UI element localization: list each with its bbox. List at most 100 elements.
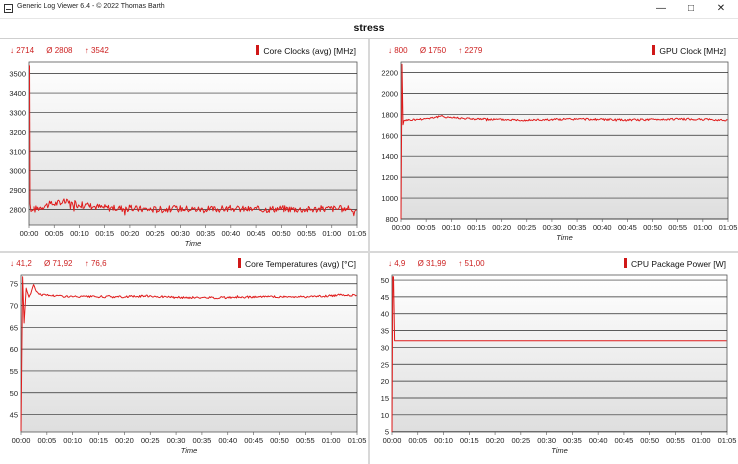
y-tick-label: 800 [385, 215, 398, 224]
x-tick-label: 00:10 [63, 436, 82, 445]
x-tick-label: 00:15 [89, 436, 108, 445]
y-tick-label: 45 [381, 293, 389, 302]
y-tick-label: 1400 [381, 152, 398, 161]
y-tick-label: 3100 [9, 147, 26, 156]
y-tick-label: 3500 [9, 70, 26, 79]
legend-swatch [256, 45, 260, 55]
x-tick-label: 00:50 [643, 223, 662, 232]
x-axis-label: Time [556, 233, 573, 242]
chart-panel-gpu-clock: ↓ 800 Ø 1750 ↑ 2279 GPU Clock [MHz] 800 1… [370, 40, 738, 251]
x-tick-label: 00:20 [492, 223, 511, 232]
x-tick-label: 01:05 [719, 223, 738, 232]
x-tick-label: 00:25 [141, 436, 160, 445]
plot-area [20, 274, 358, 433]
x-tick-label: 01:00 [322, 229, 341, 238]
stat-max: ↑ 51,00 [458, 259, 485, 268]
x-tick-label: 00:05 [408, 436, 427, 445]
x-tick-label: 00:20 [121, 229, 140, 238]
app-icon [4, 4, 13, 13]
x-tick-label: 00:50 [272, 229, 291, 238]
x-tick-label: 00:40 [218, 436, 237, 445]
y-tick-label: 1800 [381, 110, 398, 119]
x-tick-label: 00:25 [511, 436, 530, 445]
x-tick-label: 00:10 [70, 229, 89, 238]
y-tick-label: 1200 [381, 173, 398, 182]
y-tick-label: 2200 [381, 68, 398, 77]
x-tick-label: 00:15 [467, 223, 486, 232]
y-tick-label: 60 [10, 345, 18, 354]
plot-area [391, 274, 728, 433]
stats-row: ↓ 800 Ø 1750 ↑ 2279 [388, 46, 492, 55]
x-tick-label: 00:55 [297, 229, 316, 238]
series-line [20, 276, 357, 432]
stats-row: ↓ 41,2 Ø 71,92 ↑ 76,6 [10, 259, 117, 268]
x-tick-label: 00:25 [146, 229, 165, 238]
plot-area [28, 61, 358, 226]
chart-title: Core Temperatures (avg) [°C] [238, 258, 356, 269]
chart-title: GPU Clock [MHz] [652, 45, 726, 56]
x-tick-label: 00:45 [247, 229, 266, 238]
y-tick-label: 55 [10, 367, 18, 376]
page-title: stress [0, 18, 738, 39]
y-tick-label: 30 [381, 343, 389, 352]
x-tick-label: 01:05 [718, 436, 737, 445]
chart-panel-cpu-package-power: ↓ 4,9 Ø 31,99 ↑ 51,00 CPU Package Power … [370, 253, 738, 464]
x-tick-label: 00:00 [12, 436, 31, 445]
stat-avg: Ø 71,92 [44, 259, 73, 268]
y-tick-label: 75 [10, 280, 18, 289]
panel-divider-horizontal [0, 251, 738, 253]
x-tick-label: 00:10 [442, 223, 461, 232]
y-tick-label: 1600 [381, 131, 398, 140]
x-tick-label: 00:40 [593, 223, 612, 232]
x-tick-label: 00:20 [486, 436, 505, 445]
y-tick-label: 50 [381, 276, 389, 285]
x-axis-label: Time [185, 239, 202, 248]
y-tick-label: 20 [381, 377, 389, 386]
x-tick-label: 00:35 [193, 436, 212, 445]
x-tick-label: 00:45 [244, 436, 263, 445]
chart-title: CPU Package Power [W] [624, 258, 726, 269]
x-tick-label: 00:05 [417, 223, 436, 232]
x-axis-label: Time [551, 446, 568, 455]
y-tick-label: 70 [10, 302, 18, 311]
x-tick-label: 01:05 [348, 436, 367, 445]
chart-title-text: Core Temperatures (avg) [°C] [245, 259, 356, 269]
x-tick-label: 00:35 [568, 223, 587, 232]
chart-gpu-clock: 800 1000 1200 1400 1600 1800 2000 2200 00:00 00:0… [381, 61, 738, 242]
stats-row: ↓ 4,9 Ø 31,99 ↑ 51,00 [388, 259, 495, 268]
minimize-button[interactable]: — [656, 3, 666, 14]
x-tick-label: 01:00 [692, 436, 711, 445]
x-tick-label: 00:05 [45, 229, 64, 238]
x-tick-label: 00:30 [543, 223, 562, 232]
x-tick-label: 00:50 [640, 436, 659, 445]
x-tick-label: 00:00 [20, 229, 39, 238]
x-tick-label: 00:00 [392, 223, 411, 232]
y-tick-label: 1000 [381, 194, 398, 203]
x-tick-label: 00:30 [167, 436, 186, 445]
series-line [400, 63, 728, 220]
y-tick-label: 65 [10, 323, 18, 332]
x-tick-label: 01:00 [322, 436, 341, 445]
x-axis-label: Time [181, 446, 198, 455]
x-tick-label: 00:55 [668, 223, 687, 232]
x-tick-label: 00:05 [37, 436, 56, 445]
series-line [28, 65, 357, 217]
stat-min: ↓ 2714 [10, 46, 35, 55]
chart-title-text: GPU Clock [MHz] [659, 46, 726, 56]
y-tick-label: 3200 [9, 128, 26, 137]
y-tick-label: 45 [10, 411, 18, 420]
close-button[interactable]: ✕ [716, 3, 726, 14]
y-tick-label: 35 [381, 327, 389, 336]
x-tick-label: 00:15 [460, 436, 479, 445]
y-tick-label: 3300 [9, 108, 26, 117]
stat-min: ↓ 4,9 [388, 259, 406, 268]
x-tick-label: 00:40 [589, 436, 608, 445]
y-tick-label: 2900 [9, 186, 26, 195]
y-tick-label: 10 [381, 411, 389, 420]
x-tick-label: 00:45 [615, 436, 634, 445]
maximize-button[interactable]: □ [687, 3, 695, 14]
legend-swatch [624, 258, 628, 268]
x-tick-label: 01:05 [348, 229, 367, 238]
stat-min: ↓ 800 [388, 46, 408, 55]
legend-swatch [652, 45, 656, 55]
